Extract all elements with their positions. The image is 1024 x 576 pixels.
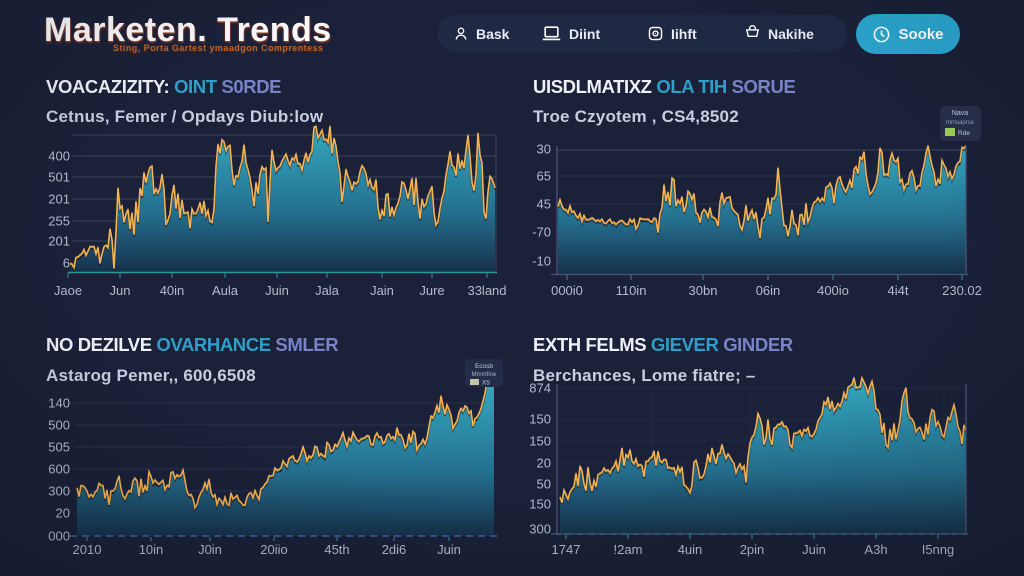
svg-text:06in: 06in — [756, 283, 781, 298]
svg-text:-10: -10 — [532, 254, 551, 269]
svg-text:!2am: !2am — [614, 542, 643, 557]
svg-text:Jure: Jure — [419, 283, 444, 298]
svg-text:Rde: Rde — [958, 130, 970, 137]
svg-text:201: 201 — [48, 234, 70, 249]
svg-text:600: 600 — [48, 462, 70, 477]
svg-text:1747: 1747 — [552, 542, 581, 557]
svg-text:33land: 33land — [467, 283, 506, 298]
svg-text:30bn: 30bn — [689, 283, 718, 298]
svg-text:140: 140 — [48, 396, 70, 411]
svg-text:I5nng: I5nng — [922, 542, 955, 557]
svg-text:Jain: Jain — [370, 283, 394, 298]
svg-text:500: 500 — [48, 418, 70, 433]
svg-text:Juin: Juin — [265, 283, 289, 298]
svg-text:20: 20 — [56, 506, 70, 521]
svg-text:30: 30 — [537, 142, 551, 157]
svg-text:Nava: Nava — [952, 110, 968, 117]
svg-text:400: 400 — [48, 149, 70, 164]
svg-text:505: 505 — [48, 440, 70, 455]
svg-text:874: 874 — [529, 381, 551, 396]
svg-text:65: 65 — [537, 169, 551, 184]
svg-text:501: 501 — [48, 170, 70, 185]
svg-text:Ecosb: Ecosb — [475, 363, 493, 370]
svg-text:2010: 2010 — [73, 542, 102, 557]
svg-text:Mmmfine: Mmmfine — [472, 372, 497, 378]
svg-text:150: 150 — [529, 497, 551, 512]
svg-text:40in: 40in — [160, 283, 185, 298]
svg-text:Jaoe: Jaoe — [54, 283, 82, 298]
svg-text:2pin: 2pin — [740, 542, 765, 557]
svg-text:150: 150 — [529, 434, 551, 449]
svg-text:000: 000 — [48, 529, 70, 544]
svg-text:-70: -70 — [532, 225, 551, 240]
svg-text:400io: 400io — [817, 283, 849, 298]
svg-text:10in: 10in — [139, 542, 164, 557]
svg-text:2di6: 2di6 — [382, 542, 407, 557]
svg-text:300: 300 — [529, 522, 551, 537]
svg-text:Juin: Juin — [802, 542, 826, 557]
svg-text:300: 300 — [48, 484, 70, 499]
svg-text:J0in: J0in — [198, 542, 222, 557]
svg-text:4i4t: 4i4t — [888, 283, 909, 298]
svg-text:4uin: 4uin — [678, 542, 703, 557]
svg-text:XS: XS — [482, 381, 490, 387]
svg-text:110in: 110in — [616, 283, 647, 298]
svg-text:230.02: 230.02 — [942, 283, 982, 298]
svg-text:000i0: 000i0 — [551, 283, 583, 298]
svg-text:50: 50 — [537, 477, 551, 492]
svg-text:255: 255 — [48, 214, 70, 229]
svg-text:Aula: Aula — [212, 283, 239, 298]
svg-text:Juin: Juin — [437, 542, 461, 557]
svg-text:45th: 45th — [324, 542, 349, 557]
svg-text:20iio: 20iio — [260, 542, 287, 557]
svg-text:Jala: Jala — [315, 283, 340, 298]
svg-text:20: 20 — [537, 456, 551, 471]
svg-text:45: 45 — [537, 197, 551, 212]
svg-text:201: 201 — [48, 192, 70, 207]
svg-text:Jun: Jun — [110, 283, 131, 298]
svg-text:6: 6 — [63, 256, 70, 271]
svg-text:mmsaprse: mmsaprse — [946, 120, 975, 126]
svg-text:A3h: A3h — [864, 542, 887, 557]
svg-text:150: 150 — [529, 412, 551, 427]
